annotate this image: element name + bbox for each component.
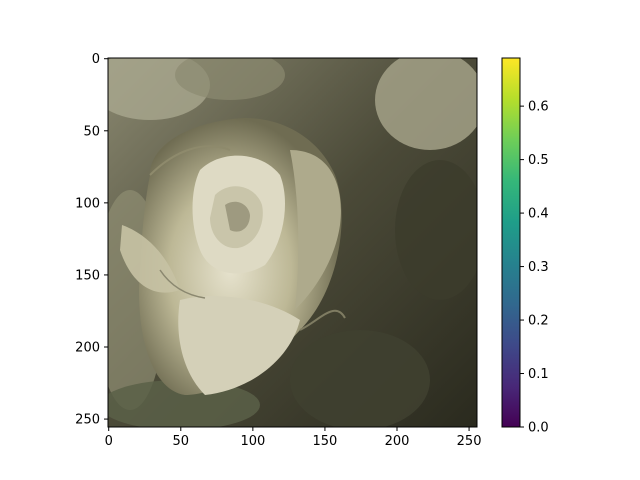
colorbar-tick-label: 0.5 <box>528 153 549 168</box>
colorbar-tick-label: 0.2 <box>528 314 549 329</box>
colorbar-axis: 0.0 0.1 0.2 0.3 0.4 0.5 0.6 <box>520 100 549 436</box>
colorbar-tick-label: 0.3 <box>528 260 549 275</box>
axes-frame <box>107 57 478 428</box>
x-tick-label: 150 <box>313 434 338 449</box>
colorbar: 0.0 0.1 0.2 0.3 0.4 0.5 0.6 <box>501 57 549 436</box>
x-axis: 0 50 100 150 200 250 <box>105 427 482 449</box>
y-tick-label: 50 <box>83 124 100 139</box>
x-tick-label: 0 <box>105 434 113 449</box>
y-tick-label: 100 <box>75 196 100 211</box>
colorbar-tick-label: 0.0 <box>528 421 549 436</box>
colorbar-tick-label: 0.1 <box>528 367 549 382</box>
x-tick-label: 200 <box>385 434 410 449</box>
x-tick-label: 250 <box>457 434 482 449</box>
colorbar-gradient <box>502 58 520 427</box>
colorbar-frame <box>501 57 521 428</box>
y-tick-label: 200 <box>75 341 100 356</box>
y-tick-label: 150 <box>75 268 100 283</box>
x-tick-label: 100 <box>240 434 265 449</box>
x-tick-label: 50 <box>173 434 190 449</box>
y-axis: 0 50 100 150 200 250 <box>75 52 108 428</box>
y-tick-label: 0 <box>92 52 100 67</box>
colorbar-tick-label: 0.6 <box>528 100 549 115</box>
image-panel <box>108 58 477 427</box>
colorbar-tick-label: 0.4 <box>528 207 549 222</box>
y-tick-label: 250 <box>75 413 100 428</box>
